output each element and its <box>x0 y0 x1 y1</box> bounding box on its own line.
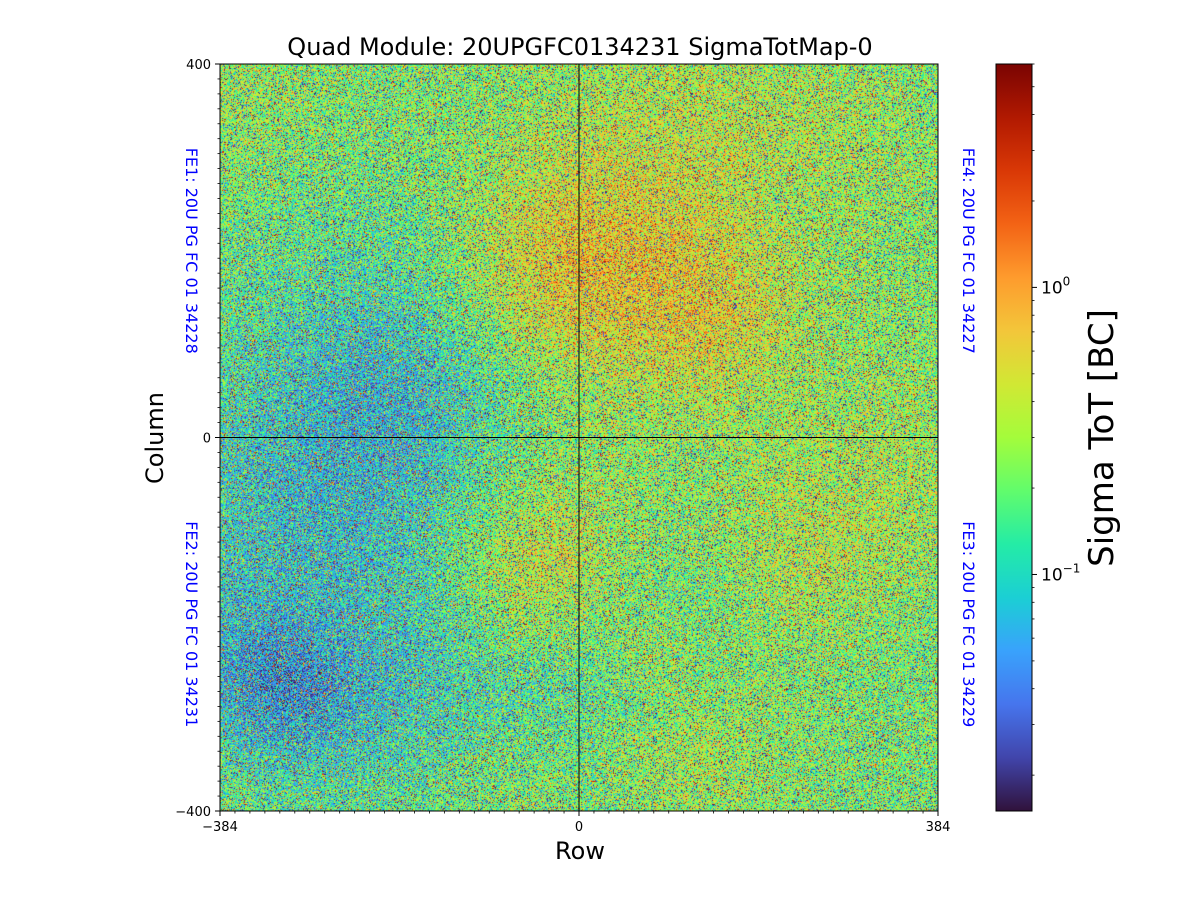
fe-label-fe1: FE1: 20U PG FC 01 34228 <box>182 148 201 354</box>
y-axis-label: Column <box>141 392 169 484</box>
colorbar-tick-label: 10−1 <box>1041 561 1080 585</box>
colorbar-tick-label: 100 <box>1041 274 1070 298</box>
x-tick-label: −384 <box>202 820 238 835</box>
y-tick-label: −400 <box>175 805 211 820</box>
x-axis: −384 0 384 <box>202 811 950 835</box>
colorbar-label: Sigma ToT [BC] <box>1082 309 1122 567</box>
fe-label-fe3: FE3: 20U PG FC 01 34229 <box>959 521 978 727</box>
fe-label-fe2: FE2: 20U PG FC 01 34231 <box>182 521 201 727</box>
y-tick-label: 0 <box>203 432 211 447</box>
fe-label-fe4: FE4: 20U PG FC 01 34227 <box>959 148 978 354</box>
x-tick-label: 384 <box>926 820 951 835</box>
colorbar-gradient <box>996 64 1032 811</box>
colorbar-axis: 100 10−1 <box>1032 63 1080 776</box>
x-axis-label: Row <box>555 837 605 865</box>
plot-overlay <box>220 64 938 811</box>
x-tick-label: 0 <box>575 820 583 835</box>
y-tick-label: 400 <box>186 58 211 73</box>
y-axis: 400 0 −400 <box>175 58 220 820</box>
front-end-labels: FE1: 20U PG FC 01 34228 FE2: 20U PG FC 01… <box>182 148 978 728</box>
chart-title: Quad Module: 20UPGFC0134231 SigmaTotMap-… <box>287 33 872 61</box>
